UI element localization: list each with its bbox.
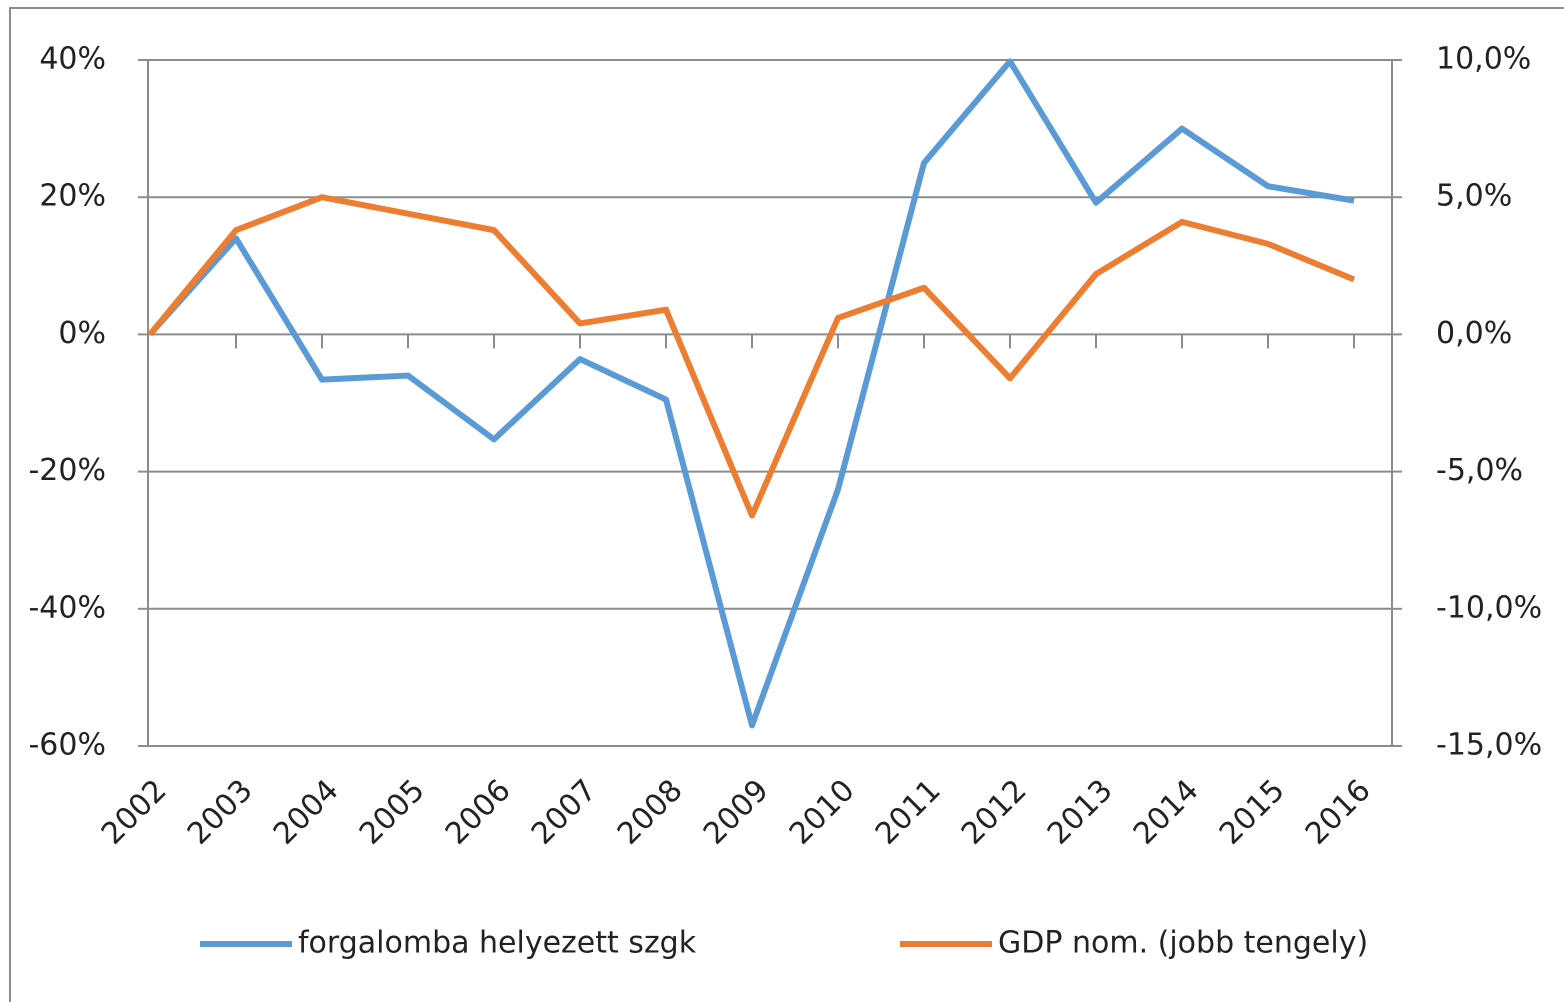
y2-tick-label: 10,0% [1436,42,1531,77]
series-line [147,194,1356,519]
y-tick-label: 20% [39,179,106,214]
y2-tick-label: -15,0% [1436,728,1542,763]
y-tick-label: 0% [58,316,106,351]
x-tick-label: 2012 [955,773,1034,852]
y2-tick-label: -5,0% [1436,453,1523,488]
y-tick-label: 40% [39,42,106,77]
y-tick-label: -60% [28,728,106,763]
legend-label: GDP nom. (jobb tengely) [998,926,1368,961]
x-tick-label: 2010 [783,773,862,852]
x-tick-label: 2007 [525,773,604,852]
y2-tick-label: 5,0% [1436,179,1512,214]
x-tick-label: 2004 [267,773,346,852]
x-tick-label: 2002 [95,773,174,852]
series-line [147,58,1355,729]
x-tick-label: 2013 [1041,773,1120,852]
y-tick-label: -20% [28,453,106,488]
y-tick-label: -40% [28,590,106,625]
y2-tick-label: 0,0% [1436,316,1512,351]
x-tick-label: 2011 [869,773,948,852]
legend-label: forgalomba helyezett szgk [298,926,697,961]
x-tick-label: 2003 [181,773,260,852]
x-tick-label: 2008 [611,773,690,852]
x-tick-label: 2015 [1213,773,1292,852]
x-tick-label: 2006 [439,773,518,852]
x-tick-label: 2005 [353,773,432,852]
x-tick-label: 2009 [697,773,776,852]
x-tick-label: 2016 [1299,773,1378,852]
y2-tick-label: -10,0% [1436,590,1542,625]
x-tick-label: 2014 [1127,773,1206,852]
chart-border [9,7,1564,1002]
